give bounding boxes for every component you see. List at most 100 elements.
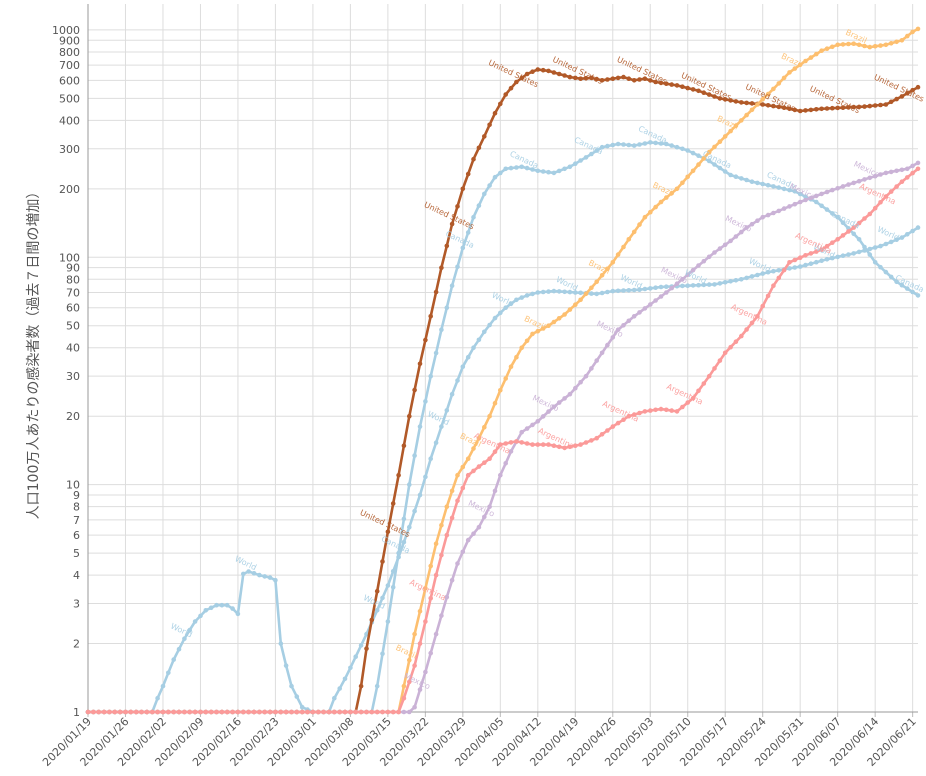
series-name-label: Mexico: [852, 160, 881, 180]
data-point: [739, 118, 744, 123]
data-point: [433, 440, 439, 446]
data-point: [739, 176, 744, 181]
data-point: [524, 293, 530, 298]
data-point: [696, 153, 701, 158]
data-point: [664, 81, 669, 86]
data-point: [573, 161, 578, 166]
data-point: [401, 709, 407, 715]
data-point: [219, 709, 225, 715]
y-tick-label: 200: [59, 183, 80, 196]
data-point: [814, 51, 819, 57]
data-point: [449, 221, 455, 227]
data-point: [664, 141, 669, 147]
data-point: [449, 283, 455, 289]
data-point: [535, 67, 541, 72]
data-point: [771, 86, 776, 92]
data-point: [856, 104, 862, 110]
data-point: [610, 424, 616, 429]
data-point: [599, 78, 605, 83]
data-point: [524, 338, 530, 344]
data-point: [690, 168, 696, 174]
data-point: [465, 537, 471, 543]
data-point: [123, 709, 128, 715]
data-point: [444, 594, 450, 600]
data-point: [332, 695, 337, 701]
data-point: [439, 613, 444, 618]
data-point: [728, 344, 733, 350]
data-point: [433, 350, 439, 356]
data-point: [744, 100, 749, 106]
series-line: [86, 141, 920, 714]
data-point: [899, 282, 905, 288]
data-point: [803, 108, 808, 113]
data-point: [401, 683, 407, 689]
data-point: [685, 85, 690, 91]
data-point: [803, 58, 808, 64]
data-point: [717, 246, 723, 251]
data-point: [487, 322, 492, 328]
data-point: [808, 55, 814, 60]
data-point: [283, 663, 289, 668]
data-point: [835, 214, 840, 220]
data-point: [680, 404, 685, 410]
data-point: [872, 205, 878, 211]
data-point: [583, 373, 589, 379]
data-point: [883, 269, 889, 275]
series-argentina: [85, 166, 921, 715]
data-point: [492, 449, 498, 455]
data-point: [894, 279, 899, 285]
data-point: [642, 286, 648, 292]
y-tick-label: 20: [66, 410, 80, 423]
data-point: [583, 76, 589, 81]
data-point: [374, 588, 380, 594]
data-point: [883, 102, 889, 107]
data-point: [862, 104, 867, 109]
data-point: [846, 252, 851, 257]
data-point: [374, 608, 380, 613]
data-point: [814, 249, 819, 254]
data-point: [765, 91, 771, 97]
data-point: [508, 85, 514, 91]
data-point: [915, 84, 921, 90]
data-point: [872, 103, 878, 108]
data-point: [905, 232, 910, 237]
data-point: [230, 606, 235, 611]
data-point: [530, 291, 535, 297]
series-name-label: United States: [423, 200, 476, 231]
data-point: [578, 158, 583, 163]
data-point: [905, 33, 910, 39]
series-name-label: Argentina: [858, 182, 897, 207]
data-point: [385, 529, 391, 535]
data-point: [669, 82, 674, 87]
data-point: [257, 572, 262, 578]
data-point: [685, 174, 690, 180]
data-point: [594, 358, 599, 363]
data-point: [546, 68, 551, 74]
data-point: [878, 43, 883, 48]
data-point: [535, 168, 541, 174]
data-point: [626, 237, 632, 242]
data-point: [851, 104, 856, 110]
data-point: [706, 282, 712, 287]
data-point: [166, 709, 171, 715]
data-point: [749, 274, 755, 279]
data-point: [765, 212, 771, 218]
data-point: [878, 200, 883, 205]
data-point: [546, 409, 551, 414]
series-mexico: [85, 160, 921, 715]
data-point: [519, 429, 524, 435]
data-point: [669, 408, 674, 413]
data-point: [621, 288, 626, 293]
data-point: [905, 91, 910, 96]
data-point: [444, 243, 450, 249]
data-point: [840, 184, 846, 189]
data-point: [830, 240, 835, 245]
data-point: [428, 314, 434, 319]
data-point: [407, 413, 412, 419]
data-point: [878, 172, 883, 177]
data-point: [878, 102, 883, 108]
data-point: [824, 257, 830, 262]
data-point: [781, 186, 787, 192]
data-point: [487, 183, 492, 188]
data-point: [396, 472, 401, 478]
